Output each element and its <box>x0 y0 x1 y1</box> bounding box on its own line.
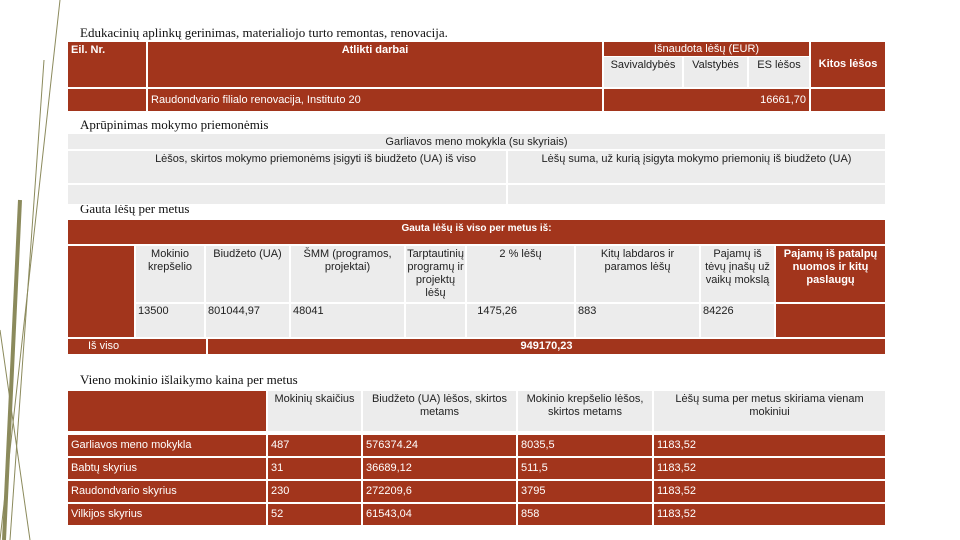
table-cell: Biudžeto (UA) lėšos, skirtos metams <box>362 390 517 432</box>
table-cell: ŠMM (programos, projektai) <box>290 245 405 303</box>
table-cell: 52 <box>267 503 362 526</box>
table-cell-empty <box>67 390 267 432</box>
table-cell: Išnaudota lėšų (EUR) <box>603 41 810 57</box>
table-cell: Gauta lėšų iš viso per metus iš: <box>67 219 886 245</box>
deco-line <box>0 329 31 540</box>
deco-line <box>9 59 45 540</box>
decoration <box>0 0 61 540</box>
table-cell: Vilkijos skyrius <box>67 503 267 526</box>
table-cell: 858 <box>517 503 653 526</box>
table-cell: 1183,52 <box>653 457 886 480</box>
deco-line <box>2 199 22 540</box>
table-cell: 883 <box>578 305 597 317</box>
table-cell: 949170,23 <box>207 338 886 355</box>
table-cell: 487 <box>267 434 362 457</box>
table-cell-empty <box>67 88 147 112</box>
table-cell: 61543,04 <box>362 503 517 526</box>
table-cell-empty <box>135 303 205 338</box>
section-title: Vieno mokinio išlaikymo kaina per metus <box>80 372 298 387</box>
table-cell: 3795 <box>517 480 653 503</box>
table-cell: Garliavos meno mokykla <box>67 434 267 457</box>
table-cell-empty <box>405 303 466 338</box>
table-cell: Raudondvario filialo renovacija, Institu… <box>147 88 603 112</box>
table-cell: 1183,52 <box>653 434 886 457</box>
table-cell-empty <box>290 303 405 338</box>
table-cell: 13500 <box>138 305 169 317</box>
table-cell: Tarptautinių programų ir projektų lėšų <box>405 245 466 303</box>
table-cell: Eil. Nr. <box>67 41 147 88</box>
table-cell: Savivaldybės <box>603 56 683 88</box>
table-cell: 576374.24 <box>362 434 517 457</box>
table-cell: Lėšos, skirtos mokymo priemonėms įsigyti… <box>67 150 507 184</box>
table-cell: 272209,6 <box>362 480 517 503</box>
table-cell: Biudžeto (UA) <box>205 245 290 303</box>
table-cell-empty <box>67 184 507 205</box>
table-cell: ES lėšos <box>748 56 810 88</box>
table-cell: 84226 <box>703 305 734 317</box>
table-cell: 31 <box>267 457 362 480</box>
table-cell: Garliavos meno mokykla (su skyriais) <box>67 133 886 150</box>
table-cell: Mokinio krepšelio <box>135 245 205 303</box>
table-cell: 1183,52 <box>653 480 886 503</box>
table-cell: Raudondvario skyrius <box>67 480 267 503</box>
table-cell: 48041 <box>293 305 324 317</box>
section-title: Aprūpinimas mokymo priemonėmis <box>80 117 269 132</box>
table-cell: 511,5 <box>517 457 653 480</box>
table-cell: 8035,5 <box>517 434 653 457</box>
table-cell: Kitos lėšos <box>810 41 886 88</box>
page-title: Edukacinių aplinkų gerinimas, materialio… <box>80 25 448 40</box>
table-cell: Mokinių skaičius <box>267 390 362 432</box>
table-cell: Kitų labdaros ir paramos lėšų <box>575 245 700 303</box>
table-cell: 1183,52 <box>653 503 886 526</box>
table-cell: Iš viso <box>67 338 207 355</box>
table-cell: 36689,12 <box>362 457 517 480</box>
table-cell: Lėšų suma per metus skiriama vienam moki… <box>653 390 886 432</box>
table-cell: Pajamų iš tėvų įnašų už vaikų mokslą <box>700 245 775 303</box>
table-cell-empty <box>700 303 775 338</box>
table-cell-empty <box>507 184 886 205</box>
table-cell: Babtų skyrius <box>67 457 267 480</box>
table-cell-empty <box>775 303 886 338</box>
table-cell: 2 % lėšų <box>466 245 575 303</box>
table-cell: Lėšų suma, už kurią įsigyta mokymo priem… <box>507 150 886 184</box>
table-cell: Atlikti darbai <box>147 41 603 88</box>
table-cell: 16661,70 <box>603 88 810 112</box>
table-cell: 801044,97 <box>208 305 260 317</box>
table-cell-empty <box>67 245 135 338</box>
table-cell: Pajamų iš patalpų nuomos ir kitų paslaug… <box>775 245 886 303</box>
table-cell-empty <box>810 88 886 112</box>
table-cell: Valstybės <box>683 56 748 88</box>
table-cell: Mokinio krepšelio lėšos, skirtos metams <box>517 390 653 432</box>
table-cell-empty <box>466 303 575 338</box>
table-cell: 230 <box>267 480 362 503</box>
table-cell-empty <box>205 303 290 338</box>
table-cell-empty <box>575 303 700 338</box>
table-cell: 1475,26 <box>477 305 517 317</box>
